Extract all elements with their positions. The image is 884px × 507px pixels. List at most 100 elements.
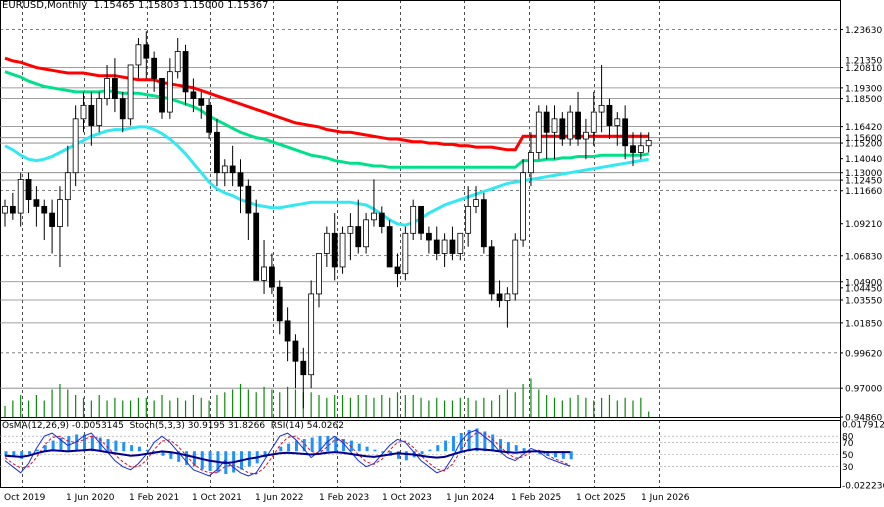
candle-body	[308, 293, 315, 376]
candle-body	[151, 57, 158, 79]
candle-body	[33, 199, 40, 207]
candle-body	[457, 232, 464, 254]
candle-body	[488, 246, 495, 295]
candle-body	[72, 118, 79, 174]
candle-body	[637, 145, 644, 153]
candle-body	[378, 212, 385, 227]
candle-body	[512, 239, 519, 295]
candle-body	[449, 239, 456, 254]
time-tick-label: 1 Jun 2026	[641, 493, 690, 503]
chart-title: EURUSD,Monthly 1.15465 1.15803 1.15000 1…	[2, 0, 269, 11]
time-tick-label: 1 Jun 2020	[66, 493, 115, 503]
price-tick-label: 1.19300	[845, 84, 882, 94]
grid-layer	[0, 0, 841, 488]
candle-body	[465, 205, 472, 234]
price-tick-label: 0.97000	[845, 385, 882, 395]
candle-body	[206, 104, 213, 133]
time-tick-label: 1 Feb 2023	[319, 493, 369, 503]
time-tick-label: 1 Jun 2024	[446, 493, 495, 503]
price-tick-label: 1.04900	[845, 278, 882, 288]
candle-body	[606, 104, 613, 126]
candle-body	[622, 118, 629, 147]
candle-body	[198, 98, 205, 106]
candle-body	[2, 205, 8, 214]
time-tick-label: 1 Oct 2023	[382, 493, 432, 503]
candle-body	[425, 232, 432, 241]
candle-body	[190, 91, 197, 100]
candle-body	[480, 199, 487, 248]
candle-body	[583, 131, 589, 140]
candle-body	[559, 118, 566, 140]
candle-body	[96, 98, 103, 126]
candle-body	[214, 131, 220, 174]
candle-body	[567, 111, 574, 140]
candle-body	[418, 205, 424, 234]
candle-body	[80, 104, 87, 120]
candle-body	[433, 239, 440, 254]
candle-body	[645, 139, 652, 147]
price-tick-label: 1.13000	[845, 169, 882, 179]
stoch-signal-line	[4, 432, 571, 475]
candle-body	[253, 212, 260, 281]
candle-body	[535, 111, 542, 153]
price-tick-label: 1.09210	[845, 220, 882, 230]
candle-body	[386, 226, 393, 268]
oscillator-tick-label: 0.017912	[842, 421, 884, 431]
price-tick-label: 1.21350	[845, 57, 882, 67]
candle-body	[543, 111, 550, 133]
candle-body	[174, 51, 181, 73]
candle-body	[104, 78, 110, 100]
candle-body	[363, 219, 370, 248]
candle-body	[402, 232, 409, 275]
candle-body	[630, 145, 636, 153]
candle-body	[166, 71, 173, 113]
candle-body	[473, 199, 479, 207]
price-tick-label: 1.06830	[845, 252, 882, 262]
candle-body	[49, 212, 55, 227]
price-tick-label: 1.16420	[845, 123, 882, 133]
candle-body	[143, 44, 150, 59]
candle-body	[371, 212, 377, 221]
candle-body	[284, 320, 291, 342]
candle-body	[528, 152, 534, 174]
candle-body	[520, 172, 526, 241]
indicator-title: OsMA(12,26,9) -0.0053145 Stoch(5,3,3) 30…	[2, 421, 344, 431]
candle-body	[614, 118, 621, 126]
ma-cyan-line	[4, 125, 649, 227]
price-tick-label: 1.03550	[845, 296, 882, 306]
candle-body	[496, 293, 503, 302]
candle-body	[347, 226, 354, 234]
candle-body	[355, 226, 362, 248]
price-tick-label: 1.01850	[845, 319, 882, 329]
candle-body	[276, 286, 283, 322]
candle-body	[64, 172, 71, 201]
candle-body	[182, 51, 189, 93]
volume-layer	[4, 378, 650, 417]
price-tick-label: 0.99620	[845, 349, 882, 359]
candle-body	[575, 111, 581, 140]
candle-body	[504, 293, 511, 302]
oscillator-level-label: 50	[842, 451, 854, 461]
candle-body	[323, 232, 330, 254]
candle-body	[229, 165, 236, 174]
candle-body	[17, 179, 24, 214]
candle-body	[221, 165, 228, 174]
candle-body	[261, 266, 267, 281]
price-tick-label: 1.04450	[845, 284, 882, 294]
candle-body	[245, 185, 252, 214]
price-levels-layer	[0, 67, 840, 389]
candle-body	[590, 111, 597, 133]
time-tick-label: 1 Jun 2022	[255, 493, 303, 503]
candles-layer	[2, 31, 652, 409]
rsi-line	[4, 447, 571, 465]
candle-body	[41, 205, 48, 214]
price-tick-label: 1.15200	[845, 140, 882, 150]
oscillator-level-label: 70	[842, 439, 854, 449]
stoch-main-line	[4, 429, 571, 477]
candle-body	[159, 78, 165, 113]
candle-body	[316, 253, 322, 295]
candle-body	[441, 239, 448, 254]
oscillator-level-label: 80	[842, 433, 854, 443]
